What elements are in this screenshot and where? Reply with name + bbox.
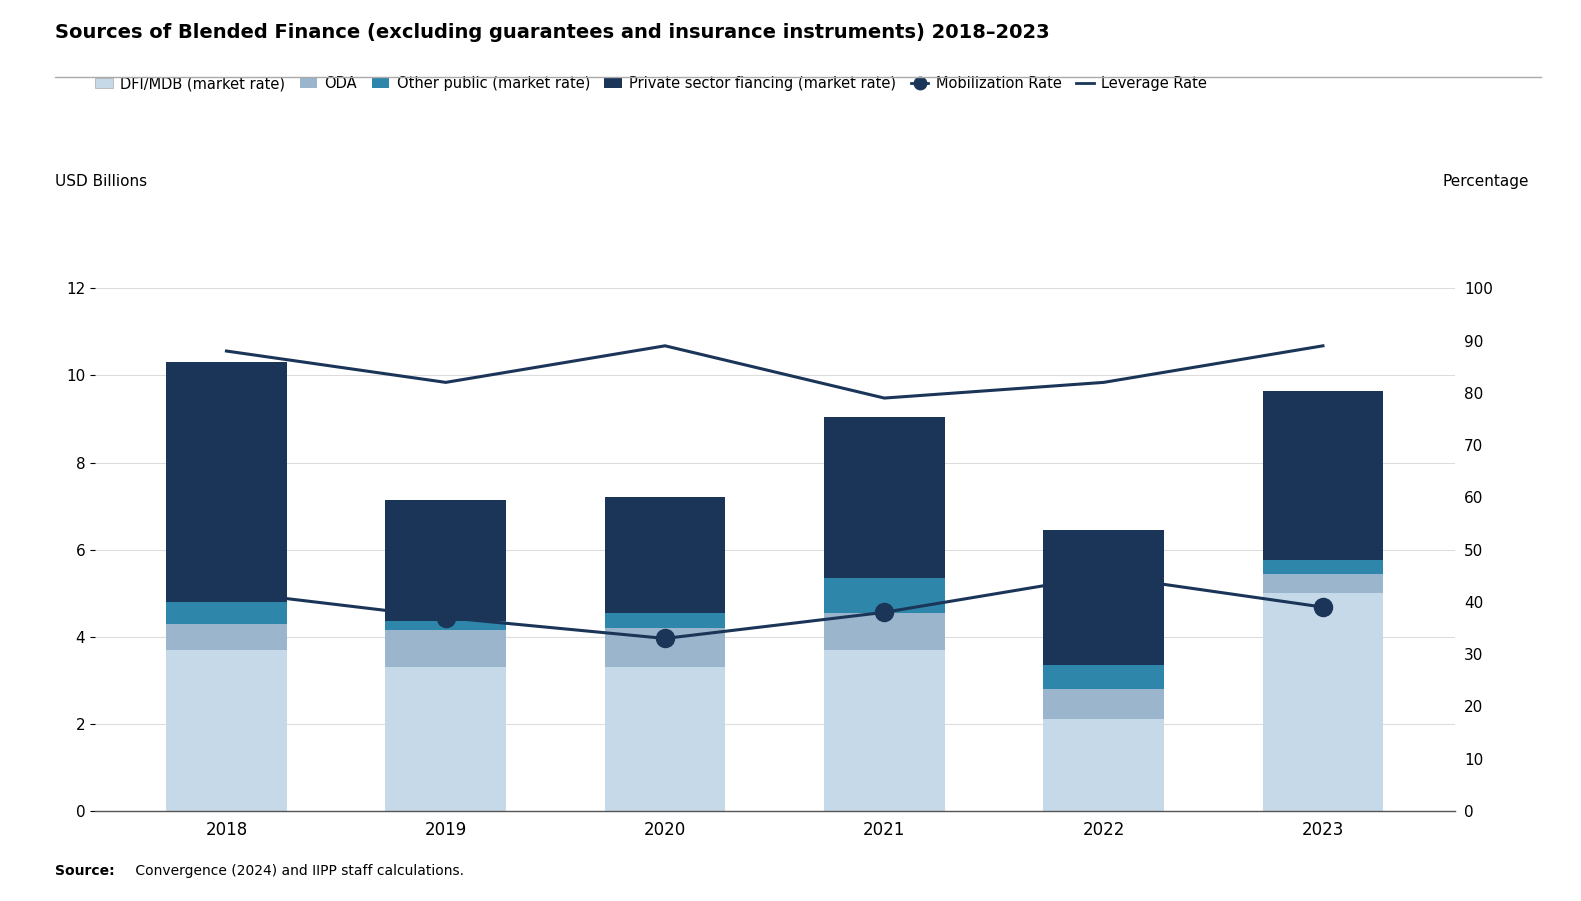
Text: USD Billions: USD Billions: [55, 174, 147, 189]
Bar: [166, 602, 286, 623]
Text: Convergence (2024) and IIPP staff calculations.: Convergence (2024) and IIPP staff calcul…: [131, 864, 465, 878]
Bar: [824, 613, 945, 650]
Bar: [1043, 530, 1164, 665]
Bar: [606, 497, 726, 613]
Text: Sources of Blended Finance (excluding guarantees and insurance instruments) 2018: Sources of Blended Finance (excluding gu…: [55, 23, 1050, 41]
Bar: [1043, 665, 1164, 689]
Bar: [386, 499, 506, 622]
Bar: [824, 650, 945, 811]
Bar: [606, 667, 726, 811]
Bar: [824, 578, 945, 613]
Bar: [1263, 391, 1383, 560]
Bar: [1263, 593, 1383, 811]
Bar: [1263, 574, 1383, 593]
Bar: [606, 613, 726, 628]
Bar: [1263, 560, 1383, 574]
Bar: [824, 417, 945, 578]
Text: Percentage: Percentage: [1442, 174, 1529, 189]
Text: Source:: Source:: [55, 864, 115, 878]
Legend: DFI/MDB (market rate), ODA, Other public (market rate), Private sector fiancing : DFI/MDB (market rate), ODA, Other public…: [95, 76, 1206, 91]
Bar: [606, 628, 726, 667]
Bar: [166, 362, 286, 602]
Bar: [1043, 689, 1164, 719]
Bar: [166, 650, 286, 811]
Bar: [166, 623, 286, 650]
Bar: [386, 630, 506, 667]
Bar: [386, 622, 506, 630]
Bar: [1043, 719, 1164, 811]
Bar: [386, 667, 506, 811]
